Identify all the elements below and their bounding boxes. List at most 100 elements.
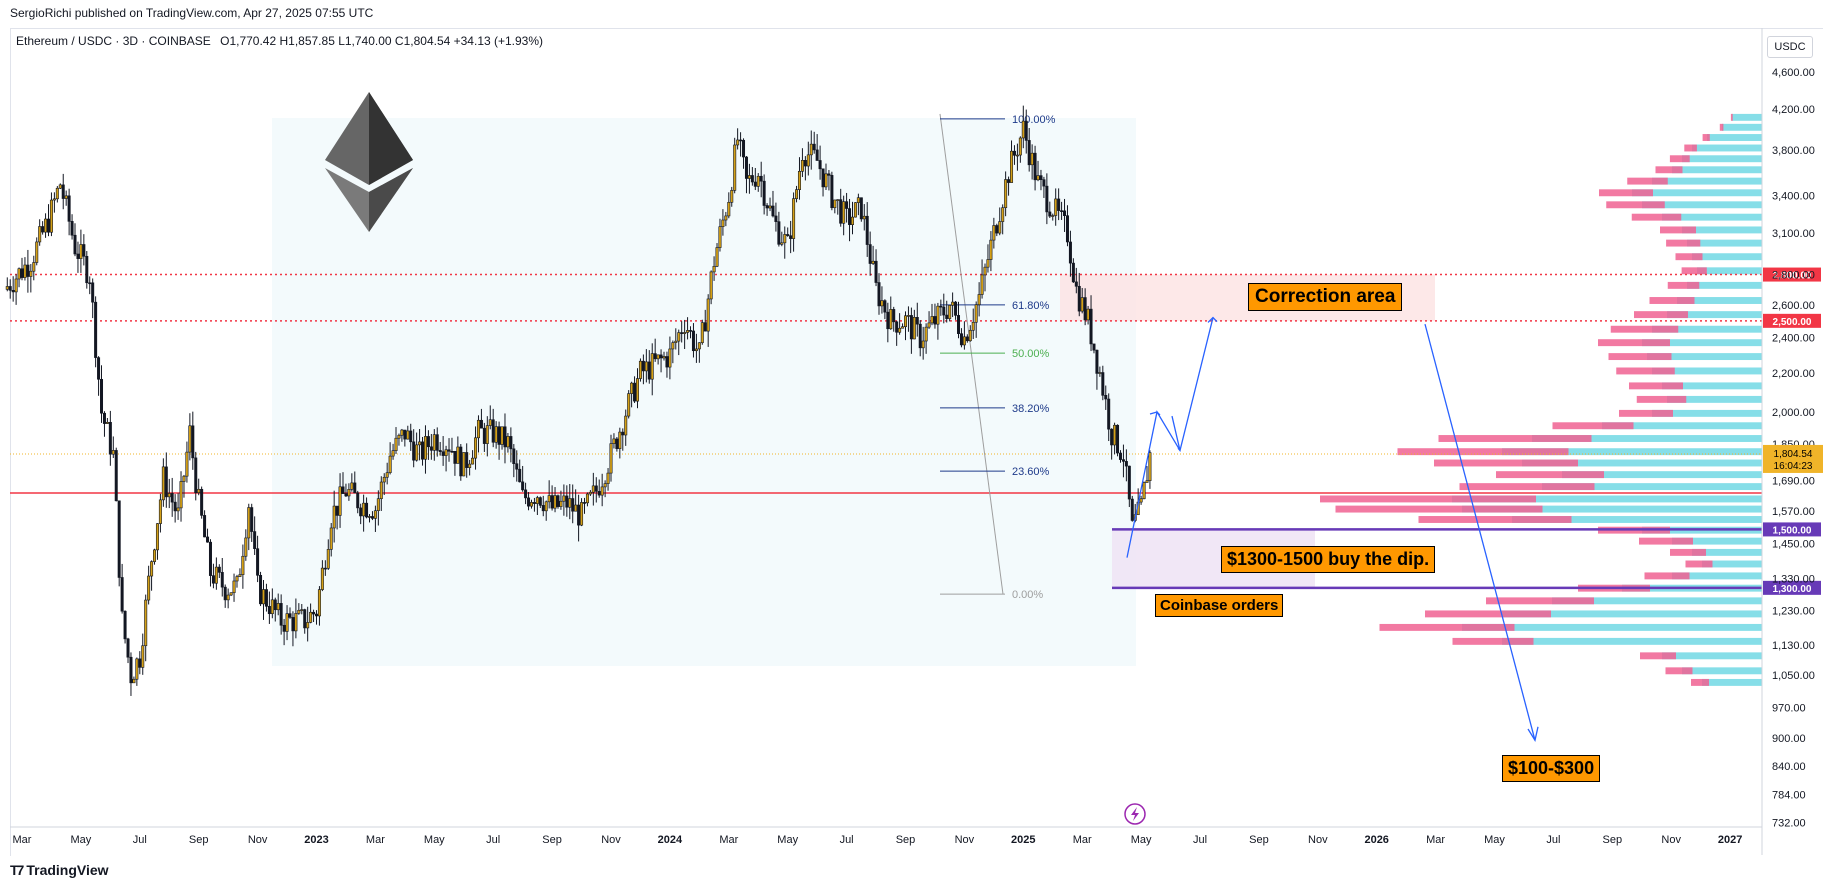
candle-body — [895, 321, 899, 333]
candle-body — [129, 656, 133, 684]
candle-body — [11, 290, 15, 293]
correction-area-label: Correction area — [1248, 283, 1403, 311]
volume-profile-bar — [1425, 610, 1551, 618]
candle-body — [285, 613, 289, 632]
candle-body — [959, 333, 963, 346]
candle-body — [977, 294, 981, 306]
volume-profile-bar — [1434, 459, 1578, 467]
price-tick-label: 2,200.00 — [1772, 368, 1815, 380]
time-tick-label: Nov — [248, 834, 268, 846]
price-tick-label: 2,600.00 — [1772, 300, 1815, 312]
candle-body — [1071, 262, 1075, 283]
title-separator: · — [141, 34, 149, 48]
candle-body — [636, 378, 640, 402]
fib-level-label: 50.00% — [1012, 348, 1050, 360]
candle-body — [494, 426, 498, 443]
candle-body — [942, 306, 946, 316]
price-tick-label: 1,570.00 — [1772, 506, 1815, 518]
tradingview-logo[interactable]: T7 TradingView — [10, 862, 109, 878]
candle-body — [724, 215, 728, 221]
candle-body — [8, 286, 12, 291]
price-tick-label: 3,100.00 — [1772, 228, 1815, 240]
candle-body — [744, 156, 748, 179]
candle-body — [82, 244, 86, 257]
volume-profile-bar — [1459, 483, 1595, 491]
candle-body — [600, 486, 604, 496]
candle-body — [1127, 465, 1131, 500]
candle-body — [320, 567, 324, 590]
volume-profile-bar — [1681, 267, 1707, 275]
candle-body — [306, 622, 310, 629]
candle-body — [61, 184, 65, 199]
volume-profile-bar — [1692, 548, 1762, 556]
candle-body — [535, 497, 539, 504]
volume-profile-bar — [1502, 637, 1762, 645]
candle-body — [1086, 308, 1090, 321]
candle-body — [815, 149, 819, 161]
candle-body — [270, 599, 274, 615]
candle-body — [624, 415, 628, 436]
candle-body — [391, 450, 395, 457]
event-lightning-icon — [1131, 807, 1139, 821]
symbol-name[interactable]: Ethereum / USDC — [16, 34, 113, 48]
price-level-tag — [1763, 580, 1821, 595]
time-tick-label: 2026 — [1364, 834, 1388, 846]
candle-body — [945, 314, 949, 319]
candle-body — [52, 198, 56, 201]
candle-body — [797, 171, 801, 190]
candle-body — [1077, 285, 1081, 312]
volume-profile-bar — [1672, 572, 1762, 580]
candle-body — [965, 336, 969, 342]
candle-body — [1060, 210, 1064, 212]
candle-body — [700, 322, 704, 344]
candle-body — [674, 340, 678, 343]
candle-body — [836, 199, 840, 201]
volume-profile-bar — [1486, 597, 1594, 605]
candle-body — [912, 317, 916, 340]
candle-body — [806, 154, 810, 167]
candle-body — [1051, 215, 1055, 217]
volume-profile-bar — [1687, 281, 1762, 289]
chart-frame-left — [10, 28, 11, 856]
volume-profile-bar — [1606, 201, 1665, 209]
candle-body — [350, 482, 354, 490]
candle-body — [1007, 179, 1011, 183]
candle-body — [889, 309, 893, 330]
time-tick-label: May — [1484, 834, 1505, 846]
candle-body — [1110, 428, 1114, 446]
candle-body — [241, 555, 245, 575]
candle-body — [527, 497, 531, 507]
volume-profile-bar — [1707, 134, 1762, 141]
volume-profile-bar — [1552, 422, 1634, 430]
candle-body — [208, 541, 212, 576]
candle-body — [1045, 185, 1049, 213]
candle-body — [471, 457, 475, 465]
volume-profile-bar — [1502, 610, 1762, 618]
candle-body — [273, 599, 277, 611]
currency-button[interactable]: USDC — [1767, 36, 1813, 58]
candle-body — [179, 481, 183, 509]
candle-body — [697, 342, 701, 350]
volume-profile-bar — [1512, 516, 1762, 523]
candle-body — [998, 221, 1002, 234]
symbol-title[interactable]: Ethereum / USDC · 3D · COINBASE O1,770.4… — [16, 34, 543, 48]
volume-profile-bar — [1627, 177, 1668, 185]
interval[interactable]: 3D — [122, 34, 139, 48]
candle-body — [718, 226, 722, 248]
volume-profile-bar — [1647, 353, 1762, 361]
candle-body — [518, 468, 522, 483]
candle-body — [1080, 297, 1084, 312]
candle-body — [426, 436, 430, 448]
candle-body — [650, 353, 654, 380]
candle-body — [915, 317, 919, 325]
candle-body — [653, 353, 657, 360]
candle-body — [264, 589, 268, 607]
candle-body — [859, 197, 863, 220]
candle-body — [32, 262, 36, 272]
candle-body — [544, 501, 548, 512]
volume-profile-bar — [1675, 253, 1703, 261]
bar-countdown: 16:04:23 — [1774, 461, 1813, 472]
candle-body — [132, 678, 136, 684]
ohlc-values: O1,770.42 H1,857.85 L1,740.00 C1,804.54 … — [220, 34, 544, 48]
candle-body — [633, 382, 637, 402]
